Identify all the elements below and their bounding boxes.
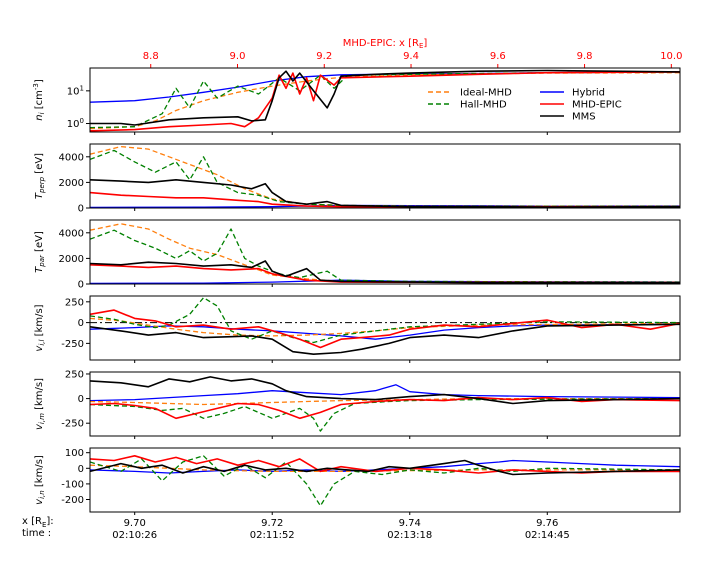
y-axis-label: vi,m [km/s]	[34, 378, 46, 430]
series-line-epic	[90, 309, 680, 349]
series-line-hall	[90, 71, 680, 129]
y-tick-label: 4000	[59, 228, 84, 239]
top-axis-label: MHD-EPIC: x [RE]	[343, 38, 428, 50]
y-axis-label: vi,l [km/s]	[34, 304, 46, 351]
series-line-mms	[90, 69, 680, 126]
series-line-epic	[90, 264, 680, 284]
series-line-ideal	[90, 317, 680, 337]
top-tick-label: 9.0	[230, 51, 246, 62]
series-line-mms	[90, 459, 680, 476]
series-line-mms	[90, 260, 680, 284]
series-line-mms	[90, 376, 680, 405]
series-line-hall	[90, 228, 680, 283]
y-tick-label: -100	[61, 479, 84, 490]
series-line-hybrid	[90, 384, 680, 402]
series-line-ideal	[90, 223, 680, 283]
y-tick-label: -250	[61, 419, 84, 430]
panel-frame	[89, 219, 681, 285]
y-tick-label: 0	[78, 280, 84, 291]
y-tick-label: -200	[61, 495, 84, 506]
series-line-epic	[90, 71, 680, 132]
panel-frame	[89, 67, 681, 133]
top-tick-label: 9.4	[403, 51, 419, 62]
top-tick-label: 9.8	[577, 51, 593, 62]
panel-vn: -200 -100 0 100 vi,n [km/s]	[34, 447, 681, 515]
series-line-hall	[90, 397, 680, 432]
y-tick-label: 100	[67, 117, 84, 130]
y-tick-label: 101	[67, 84, 84, 97]
y-tick-label: 4000	[59, 152, 84, 163]
panel-vm: -250 0 250 vi,m [km/s]	[34, 369, 681, 439]
panel-frame	[89, 447, 681, 513]
x-time-label: 02:11:52	[250, 530, 295, 541]
y-axis-label: vi,n [km/s]	[34, 455, 46, 505]
y-tick-label: 250	[65, 297, 84, 308]
x-tick-label: 9.72	[261, 518, 283, 529]
panel-tpar: 0 2000 4000 Tpar [eV]	[34, 219, 681, 291]
y-tick-label: 0	[78, 204, 84, 215]
top-tick-label: 9.6	[490, 51, 506, 62]
x-time-label: 02:13:18	[387, 530, 432, 541]
top-tick-label: 8.8	[143, 51, 159, 62]
x-row-label: x [RE]:	[22, 516, 54, 529]
series-line-hall	[90, 455, 680, 507]
legend-label: MMS	[572, 112, 596, 123]
y-tick-label: -250	[61, 339, 84, 350]
chart-panels: 100 101 ni [cm-3] 0 2000 4000 Tperp [eV] 0 2000 4…	[32, 67, 681, 515]
series-line-hall	[90, 297, 680, 344]
x-tick-label: 9.70	[124, 518, 146, 529]
y-tick-label: 100	[65, 448, 84, 459]
series-line-mms	[90, 323, 680, 355]
y-tick-label: 0	[78, 394, 84, 405]
y-axis-label: Tpar [eV]	[34, 231, 46, 273]
series-line-hall	[90, 149, 680, 207]
y-axis-label: ni [cm-3]	[32, 79, 46, 121]
legend-label: Ideal-MHD	[460, 88, 512, 99]
top-axis-ticks: 8.8 9.0 9.2 9.4 9.6 9.8 10.0	[143, 51, 682, 68]
y-tick-label: 0	[78, 318, 84, 329]
legend-label: Hybrid	[572, 88, 605, 99]
y-tick-label: 2000	[59, 254, 84, 265]
top-tick-label: 9.2	[316, 51, 332, 62]
x-tick-label: 9.74	[399, 518, 421, 529]
series-line-mms	[90, 179, 680, 208]
series-line-epic	[90, 191, 680, 208]
top-tick-label: 10.0	[660, 51, 682, 62]
legend-label: Hall-MHD	[460, 100, 507, 111]
y-tick-label: 0	[78, 464, 84, 475]
panel-frame	[89, 143, 681, 209]
time-row-label: time :	[22, 528, 52, 539]
panel-tperp: 0 2000 4000 Tperp [eV]	[34, 143, 681, 215]
panel-frame	[89, 371, 681, 437]
series-line-epic	[90, 396, 680, 420]
series-line-epic	[90, 455, 680, 474]
legend-label: MHD-EPIC	[572, 100, 622, 111]
x-time-label: 02:14:45	[525, 530, 570, 541]
x-time-label: 02:10:26	[112, 530, 157, 541]
panel-vl: -250 0 250 vi,l [km/s]	[34, 295, 681, 363]
panel-frame	[89, 295, 681, 361]
x-tick-label: 9.76	[536, 518, 558, 529]
panel-n: 100 101 ni [cm-3]	[32, 67, 681, 135]
series-line-ideal	[90, 397, 680, 406]
y-axis-label: Tperp [eV]	[34, 153, 46, 199]
y-tick-label: 2000	[59, 178, 84, 189]
y-tick-label: 250	[65, 369, 84, 380]
